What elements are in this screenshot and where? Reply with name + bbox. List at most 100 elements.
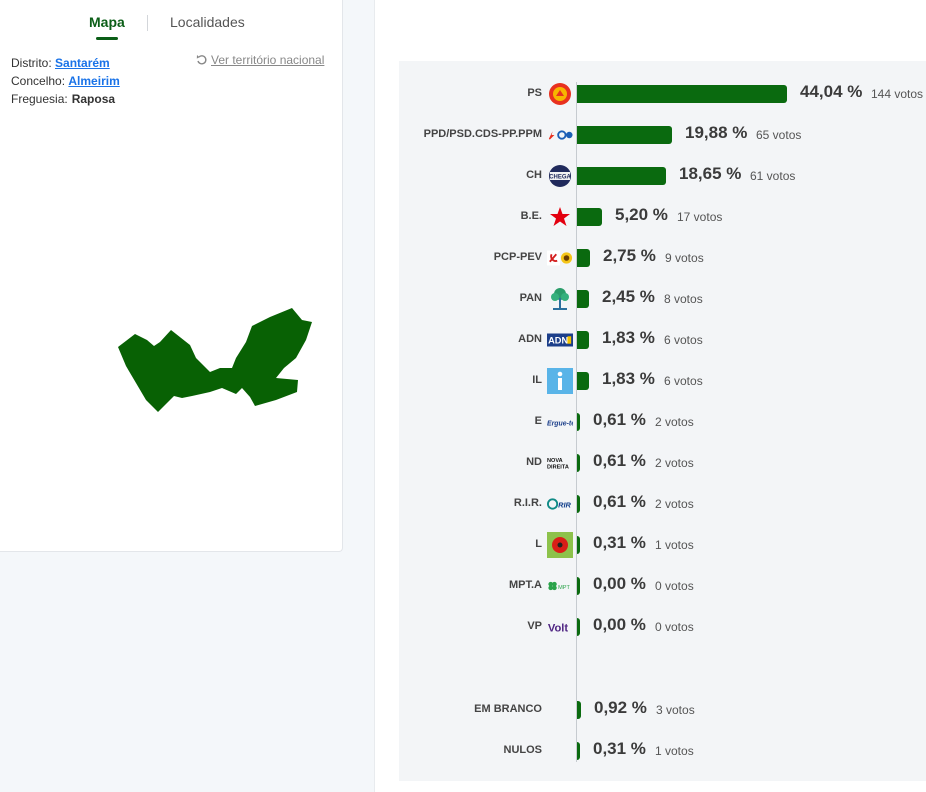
parish-map[interactable] [110,300,320,420]
tab-separator [147,15,148,31]
vote-percentage: 5,20 % [615,205,668,224]
party-label: E [534,415,542,427]
ps-logo-icon [547,81,573,107]
party-label: PS [527,87,542,99]
vote-count: 6 votos [664,374,703,388]
vote-share-bar [577,701,581,719]
vote-count: 0 votos [655,579,694,593]
party-label: L [535,538,542,550]
vote-percentage: 0,61 % [593,410,646,429]
vote-percentage: 0,31 % [593,533,646,552]
volt-logo-text: Volt [548,623,568,634]
party-row[interactable]: EM BRANCO 0,92 % 3 votos [399,695,926,725]
party-row[interactable]: PAN 2,45 % 8 votos [399,284,926,314]
livre-poppy-icon [547,532,573,558]
vote-percentage: 2,75 % [603,246,656,265]
party-label: PAN [519,292,542,304]
undo-icon [196,55,207,65]
cdu-logo-icon [547,245,573,271]
tab-localities[interactable]: Localidades [170,14,245,30]
party-row[interactable]: VP Volt 0,00 % 0 votos [399,612,926,642]
party-label: PPD/PSD.CDS-PP.PPM [423,128,542,140]
vote-percentage: 0,61 % [593,492,646,511]
party-row[interactable]: E Ergue-te 0,61 % 2 votos [399,407,926,437]
party-row[interactable]: CH CHEGA 18,65 % 61 votos [399,161,926,191]
vote-count: 2 votos [655,415,694,429]
vote-percentage: 0,92 % [594,698,647,717]
party-label: R.I.R. [513,497,542,509]
party-row[interactable]: PCP-PEV 2,75 % 9 votos [399,243,926,273]
nova-direita-logo-icon: NOVA DIREITA [547,450,573,476]
be-star-icon [547,204,573,230]
chega-logo-icon: CHEGA [547,163,573,189]
rir-logo-icon: RIR [547,491,573,517]
tab-active-indicator [96,37,118,40]
national-territory-link[interactable]: Ver território nacional [196,53,324,67]
party-row[interactable]: B.E. 5,20 % 17 votos [399,202,926,232]
column-divider [374,0,375,792]
vote-percentage: 0,31 % [593,739,646,758]
vote-count: 65 votos [756,128,802,142]
party-label: ND [526,456,542,468]
vote-count: 144 votos [871,87,924,101]
party-row[interactable]: NULOS 0,31 % 1 votos [399,736,926,766]
vote-share-bar [577,85,787,103]
party-row[interactable]: IL 1,83 % 6 votos [399,366,926,396]
chega-logo-text: CHEGA [549,175,571,181]
mpt-clover-icon: MPT [547,573,573,599]
party-label: ADN [518,333,542,345]
vote-percentage: 19,88 % [685,123,748,142]
vote-count: 2 votos [655,497,694,511]
parish-value: Raposa [71,92,116,106]
party-label: PCP-PEV [493,251,542,263]
party-row[interactable]: PS 44,04 % 144 votos [399,79,926,109]
parish-label: Freguesia: [11,92,68,106]
vote-percentage: 44,04 % [800,82,863,101]
rir-logo-text: RIR [558,501,571,510]
vote-share-bar [577,208,602,226]
vote-percentage: 0,00 % [593,615,646,634]
council-link[interactable]: Almeirim [68,74,120,88]
parish-shape [118,308,312,412]
direita-logo-text: DIREITA [547,465,569,470]
vote-share-bar [577,413,580,431]
party-row[interactable]: ND NOVA DIREITA 0,61 % 2 votos [399,448,926,478]
party-row[interactable]: PPD/PSD.CDS-PP.PPM 19,88 % 65 votos [399,120,926,150]
vote-count: 17 votos [677,210,723,224]
party-label: IL [532,374,542,386]
vote-count: 9 votos [665,251,704,265]
national-territory-label: Ver território nacional [211,53,325,67]
vote-count: 0 votos [655,620,694,634]
breadcrumb: Distrito: Santarém Concelho: Almeirim Fr… [11,54,120,108]
party-label: MPT.A [509,579,542,591]
vote-share-bar [577,536,580,554]
district-label: Distrito: [11,56,52,70]
vote-count: 1 votos [655,538,694,552]
nova-logo-text: NOVA [547,458,563,464]
mpt-logo-text: MPT [558,585,570,591]
party-label: NULOS [503,744,543,756]
party-row[interactable]: L 0,31 % 1 votos [399,530,926,560]
vote-share-bar [577,577,580,595]
adn-logo-text: ADN [548,336,568,346]
vote-share-bar [577,495,580,513]
vote-percentage: 0,00 % [593,574,646,593]
bar-axis-line [576,82,577,762]
vote-count: 3 votos [656,703,695,717]
vote-percentage: 0,61 % [593,451,646,470]
district-link[interactable]: Santarém [55,56,110,70]
tab-map[interactable]: Mapa [89,14,125,30]
party-label: CH [526,169,542,181]
vote-percentage: 1,83 % [602,328,655,347]
party-row[interactable]: R.I.R. RIR 0,61 % 2 votos [399,489,926,519]
party-row[interactable]: MPT.A MPT 0,00 % 0 votos [399,571,926,601]
vote-share-bar [577,372,589,390]
party-row[interactable]: ADN ADN 1,83 % 6 votos [399,325,926,355]
party-label: EM BRANCO [474,703,542,715]
vote-share-bar [577,742,580,760]
volt-logo-icon: Volt [547,614,573,640]
vote-share-bar [577,126,672,144]
ergue-te-logo-text: Ergue-te [547,420,573,427]
council-label: Concelho: [11,74,66,88]
vote-share-bar [577,618,580,636]
